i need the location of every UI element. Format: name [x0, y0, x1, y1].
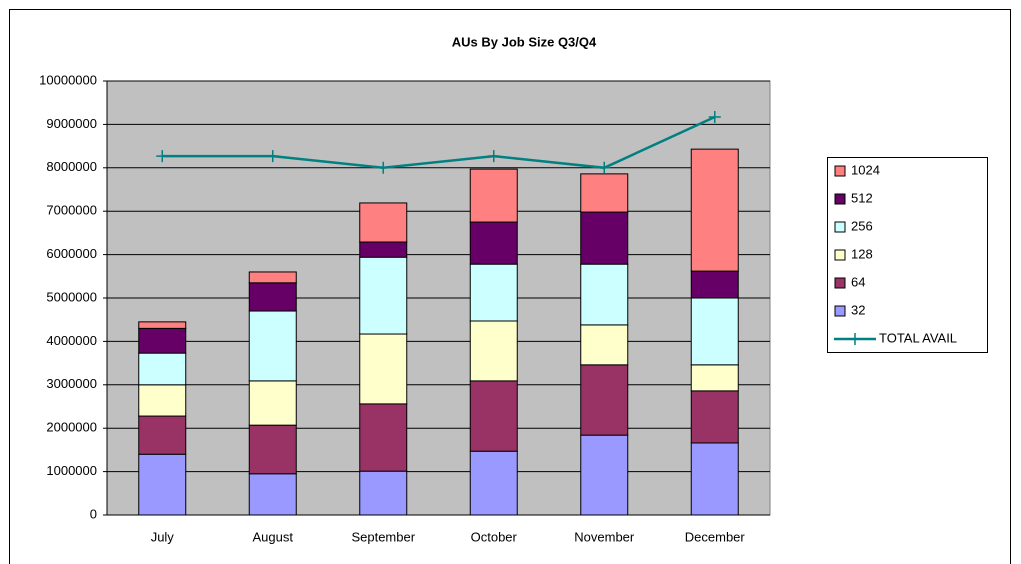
bar-segment	[580, 364, 629, 436]
legend-label: 512	[851, 190, 873, 205]
bar-segment	[248, 424, 297, 475]
bar-segment	[580, 263, 629, 326]
bar-segment	[469, 450, 518, 516]
line-marker	[487, 150, 500, 163]
bar-segment	[359, 256, 408, 335]
bar-segment	[580, 434, 629, 516]
y-tick-label: 10000000	[39, 72, 97, 87]
bar-segment	[580, 324, 629, 366]
bar-segment	[690, 148, 739, 272]
bar-segment	[469, 320, 518, 382]
line-marker	[266, 150, 279, 163]
bar-segment	[690, 297, 739, 366]
bar-segment	[138, 321, 187, 329]
x-tick-label: December	[685, 529, 746, 544]
bar-segment	[248, 271, 297, 284]
y-tick-label: 4000000	[46, 333, 97, 348]
x-tick-label: September	[351, 529, 415, 544]
bar-segment	[359, 202, 408, 243]
legend-label: 64	[851, 274, 865, 289]
bar-segment	[138, 352, 187, 386]
bar-segment	[359, 241, 408, 258]
line-marker	[377, 161, 390, 174]
bar-segment	[690, 270, 739, 299]
legend-label: 32	[851, 302, 865, 317]
bar-segment	[690, 364, 739, 392]
y-tick-label: 5000000	[46, 289, 97, 304]
bar-segment	[580, 211, 629, 265]
legend-swatch	[834, 249, 846, 261]
y-tick-label: 3000000	[46, 376, 97, 391]
bar-segment	[248, 380, 297, 426]
legend-swatch	[834, 305, 846, 317]
legend-swatch	[834, 165, 846, 177]
y-tick-label: 0	[90, 506, 97, 521]
line-marker	[156, 150, 169, 163]
bar-segment	[690, 442, 739, 516]
x-tick-label: October	[471, 529, 518, 544]
x-tick-label: November	[574, 529, 635, 544]
bar-segment	[469, 168, 518, 223]
bar-segment	[469, 221, 518, 265]
bar-segment	[359, 470, 408, 516]
bar-segment	[248, 310, 297, 382]
chart-title: AUs By Job Size Q3/Q4	[452, 34, 597, 49]
line-marker	[598, 161, 611, 174]
legend-swatch	[834, 193, 846, 205]
bar-segment	[359, 333, 408, 405]
y-tick-label: 8000000	[46, 159, 97, 174]
legend-marker	[849, 333, 861, 345]
bar-segment	[580, 173, 629, 213]
bar-segment	[138, 384, 187, 417]
y-tick-label: 6000000	[46, 246, 97, 261]
bar-segment	[248, 473, 297, 516]
bar-segment	[359, 403, 408, 472]
legend-swatch	[834, 221, 846, 233]
legend-swatch	[834, 277, 846, 289]
bar-segment	[248, 282, 297, 312]
legend	[827, 157, 988, 353]
bar-segment	[690, 390, 739, 444]
y-tick-label: 1000000	[46, 463, 97, 478]
line-series	[162, 115, 716, 170]
legend-label: 128	[851, 246, 873, 261]
bar-segment	[138, 453, 187, 516]
bar-segment	[138, 327, 187, 354]
y-tick-label: 7000000	[46, 203, 97, 218]
bar-segment	[469, 380, 518, 452]
legend-label: 1024	[851, 162, 880, 177]
bar-segment	[138, 415, 187, 455]
line-marker	[708, 111, 721, 124]
x-tick-label: August	[253, 529, 294, 544]
y-tick-label: 9000000	[46, 116, 97, 131]
y-tick-label: 2000000	[46, 420, 97, 435]
legend-label: TOTAL AVAIL	[879, 330, 957, 345]
x-tick-label: July	[151, 529, 175, 544]
legend-label: 256	[851, 218, 873, 233]
bar-segment	[469, 263, 518, 322]
